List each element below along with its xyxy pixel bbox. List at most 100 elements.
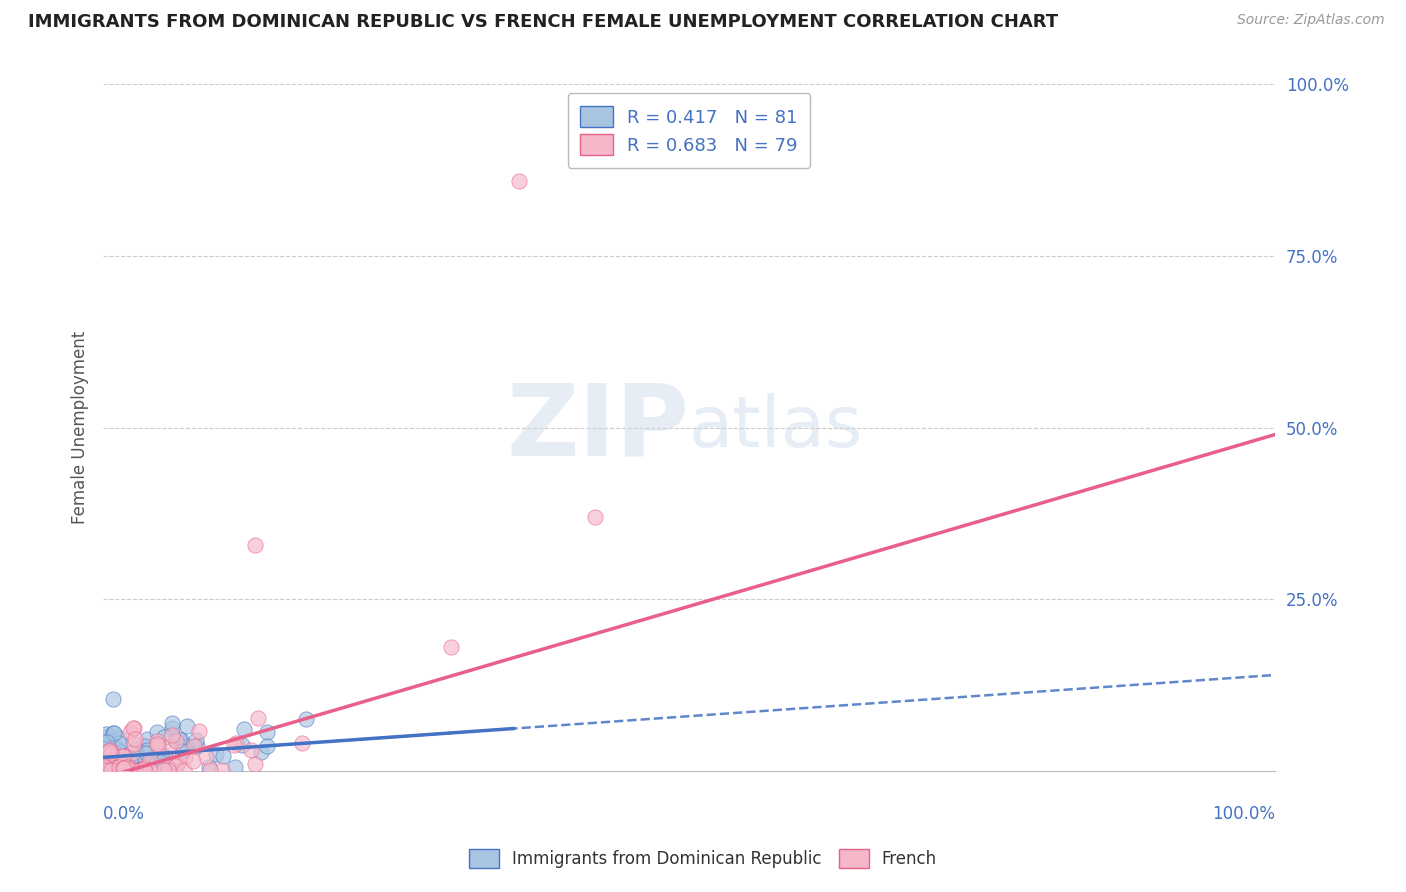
Point (107, 764, 129, 778)
Point (440, 640, 463, 654)
Point (173, 764, 195, 778)
Point (110, 746, 132, 760)
Point (124, 764, 146, 778)
Point (134, 764, 156, 778)
Point (111, 749, 134, 764)
Point (108, 764, 131, 778)
Point (108, 760, 131, 774)
Text: 0.0%: 0.0% (103, 805, 145, 823)
Point (101, 725, 124, 739)
Point (146, 739, 169, 754)
Point (198, 764, 221, 778)
Point (94, 764, 117, 778)
Point (115, 760, 138, 774)
Point (120, 754, 142, 768)
Point (197, 760, 219, 774)
Point (194, 750, 217, 764)
Point (94, 746, 117, 760)
Point (233, 722, 256, 736)
Point (107, 736, 129, 750)
Point (146, 734, 169, 748)
Point (108, 756, 131, 770)
Point (98, 749, 121, 764)
Point (108, 758, 131, 772)
Point (103, 764, 125, 778)
Point (134, 763, 156, 777)
Point (107, 764, 129, 778)
Y-axis label: Female Unemployment: Female Unemployment (72, 331, 89, 524)
Point (101, 744, 124, 758)
Point (139, 763, 162, 777)
Point (122, 721, 145, 735)
Point (156, 760, 179, 774)
Point (112, 749, 135, 764)
Point (136, 743, 159, 757)
Point (250, 745, 273, 759)
Point (176, 719, 198, 733)
Point (101, 764, 124, 778)
Point (94, 760, 117, 774)
Point (165, 733, 187, 747)
Point (157, 764, 180, 778)
Point (118, 764, 141, 778)
Point (122, 764, 145, 778)
Point (115, 758, 138, 772)
Point (157, 740, 180, 755)
Point (94, 736, 117, 750)
Point (186, 732, 208, 747)
Point (112, 761, 135, 775)
Point (127, 764, 149, 778)
Point (118, 764, 141, 778)
Point (211, 764, 233, 778)
Point (98, 743, 121, 757)
Point (135, 755, 157, 769)
Point (121, 764, 143, 778)
Point (100, 746, 122, 760)
Point (94, 757, 117, 772)
Point (166, 759, 188, 773)
Point (153, 749, 176, 764)
Point (149, 755, 172, 769)
Point (103, 744, 125, 758)
Point (100, 743, 122, 757)
Point (122, 737, 145, 751)
Point (98, 764, 121, 778)
Point (174, 750, 197, 764)
Point (108, 764, 131, 778)
Point (121, 762, 143, 776)
Point (160, 728, 183, 742)
Point (256, 739, 278, 754)
Point (162, 764, 184, 778)
Point (186, 739, 208, 753)
Point (124, 732, 146, 747)
Point (105, 741, 128, 756)
Point (112, 748, 135, 763)
Point (100, 764, 122, 778)
Point (112, 764, 135, 778)
Point (174, 739, 197, 753)
Text: Source: ZipAtlas.com: Source: ZipAtlas.com (1237, 13, 1385, 28)
Point (204, 747, 226, 762)
Point (256, 725, 278, 739)
Point (103, 753, 125, 767)
Point (96, 764, 118, 778)
Point (111, 764, 134, 778)
Point (115, 761, 138, 775)
Point (172, 743, 194, 757)
Point (143, 749, 166, 764)
Point (93, 733, 115, 747)
Point (97, 756, 120, 771)
Point (97, 756, 120, 771)
Point (166, 756, 188, 771)
Point (112, 761, 135, 775)
Point (94, 731, 117, 745)
Point (146, 724, 169, 739)
Point (107, 756, 129, 771)
Point (247, 711, 270, 725)
Point (153, 731, 176, 745)
Point (224, 738, 246, 752)
Point (96, 735, 118, 749)
Point (146, 737, 169, 751)
Point (96, 726, 118, 740)
Point (295, 712, 318, 726)
